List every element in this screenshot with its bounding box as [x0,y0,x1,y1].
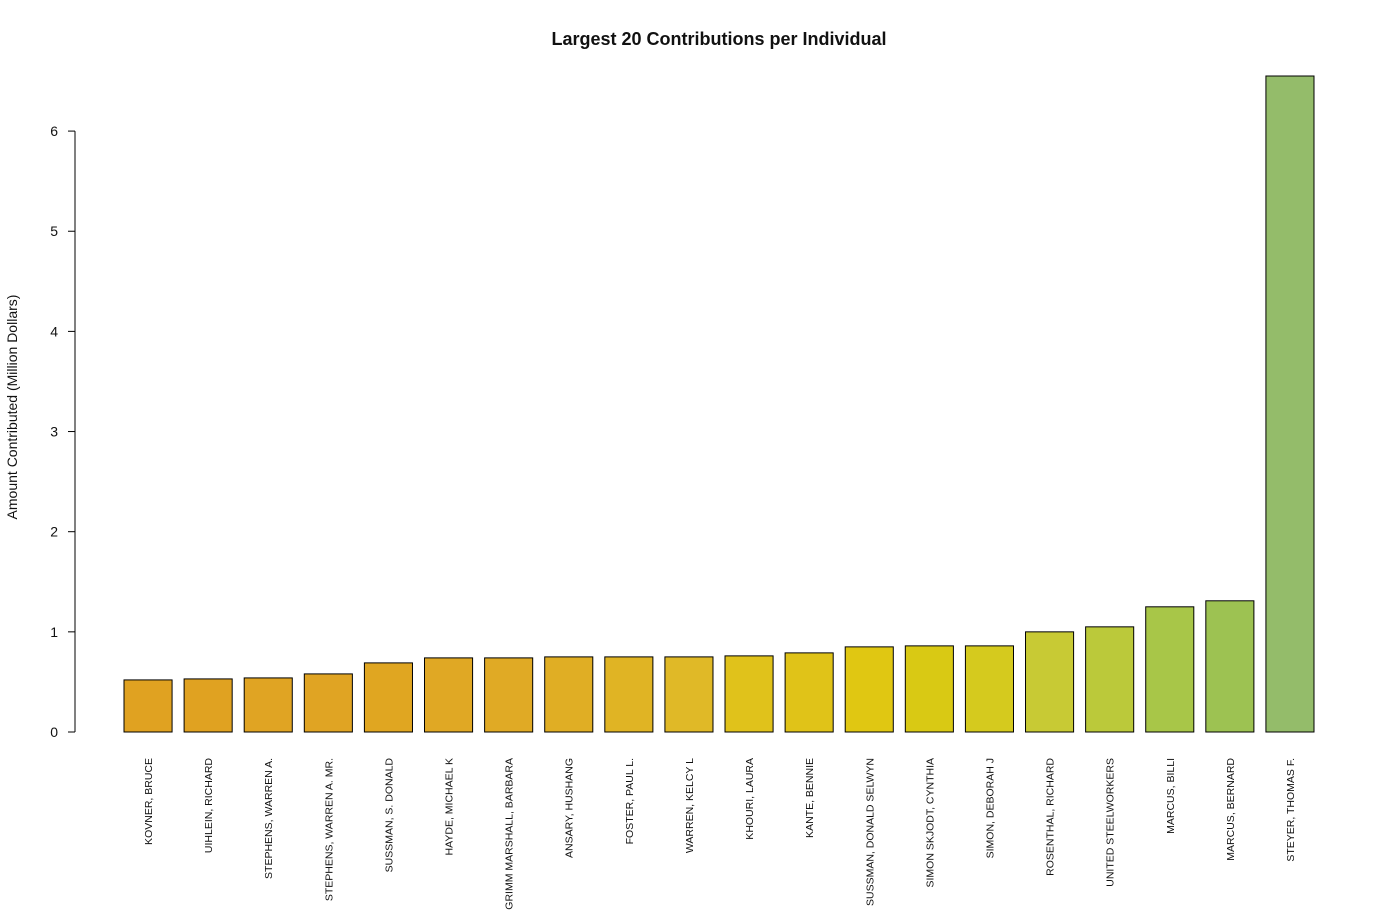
bar [844,646,894,733]
bar [363,662,413,733]
x-tick-label: SIMON SKJODT, CYNTHIA [924,758,936,888]
y-tick-label: 5 [50,223,58,239]
bar [964,645,1014,733]
bar [183,678,233,733]
chart-title: Largest 20 Contributions per Individual [551,29,886,49]
x-tick-label: STEPHENS, WARREN A. [263,758,275,879]
y-tick-label: 6 [50,123,58,139]
x-tick-label: HAYDE, MICHAEL K [444,758,456,855]
x-tick-label: SIMON, DEBORAH J [985,758,997,858]
bars-group [123,75,1315,733]
x-tick-label: STEYER, THOMAS F. [1285,758,1297,862]
bar [1025,631,1075,733]
x-tick-label: ANSARY, HUSHANG [564,758,576,858]
bar [664,656,714,733]
y-tick-label: 4 [50,323,58,339]
x-tick-label: UIHLEIN, RICHARD [203,758,215,854]
x-tick-label: KANTE, BENNIE [804,758,816,838]
bar [123,679,173,733]
x-tick-label: FOSTER, PAUL L. [624,758,636,844]
y-axis-label: Amount Contributed (Million Dollars) [4,295,20,520]
x-tick-label: MARCUS, BILLI [1165,758,1177,834]
x-tick-label: KOVNER, BRUCE [143,758,155,845]
bar [1085,626,1135,733]
y-axis: 0 1 2 3 4 5 6 [50,123,76,740]
bar [604,656,654,733]
bar [484,657,534,733]
bar [784,652,834,733]
x-tick-label: UNITED STEELWORKERS [1105,758,1117,887]
y-tick-label: 1 [50,624,58,640]
bar [243,677,293,733]
bar [1265,75,1315,733]
bar [544,656,594,733]
y-tick-label: 3 [50,424,58,440]
bar [904,645,954,733]
bar [724,655,774,733]
x-tick-label: SUSSMAN, S. DONALD [383,758,395,873]
bar [1145,606,1195,733]
x-tick-label: ROSENTHAL, RICHARD [1045,758,1057,876]
x-tick-label: KHOURI, LAURA [744,758,756,840]
y-tick-label: 2 [50,524,58,540]
x-tick-label: SUSSMAN, DONALD SELWYN [864,758,876,906]
x-tick-label: WARREN, KELCY L [684,758,696,853]
x-tick-label: STEPHENS, WARREN A. MR. [323,758,335,901]
x-tick-labels: KOVNER, BRUCE UIHLEIN, RICHARD STEPHENS, W… [143,758,1297,910]
x-tick-label: MARCUS, BERNARD [1225,758,1237,861]
bar [424,657,474,733]
bar [303,673,353,733]
y-tick-label: 0 [50,724,58,740]
bar [1205,600,1255,733]
x-tick-label: GRIMM MARSHALL, BARBARA [504,758,516,910]
